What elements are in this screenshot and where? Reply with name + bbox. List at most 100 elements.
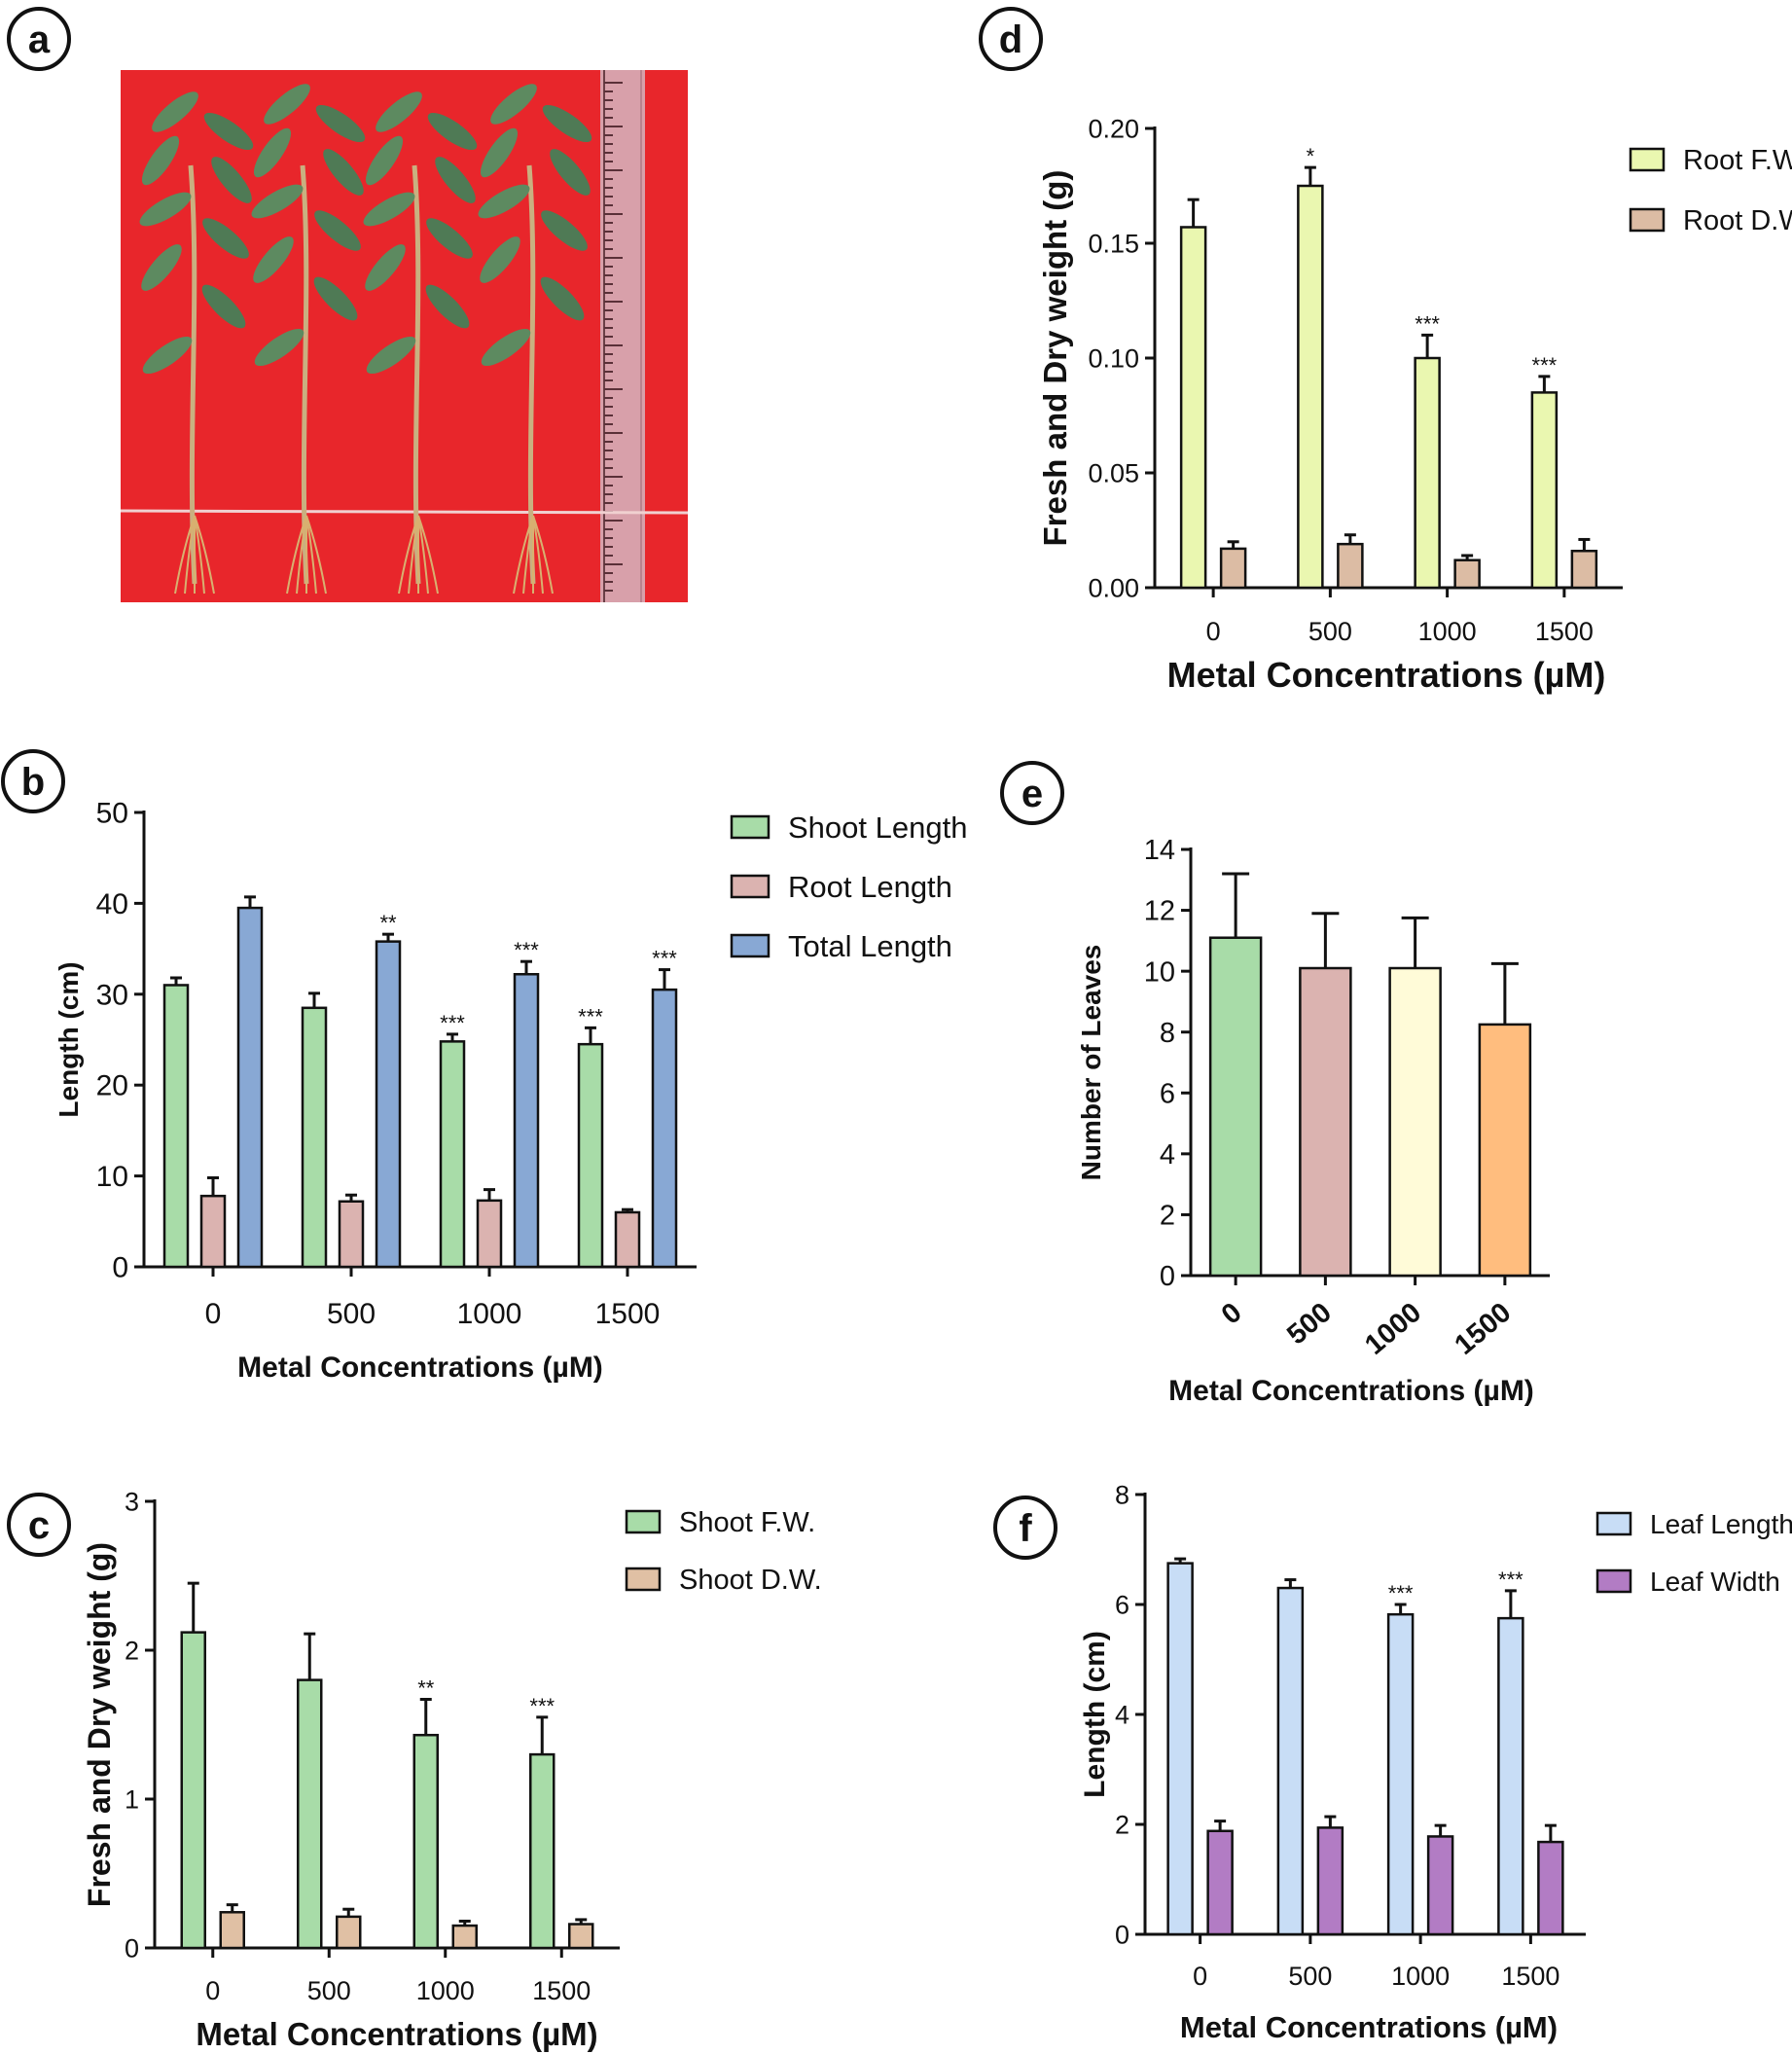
y-tick-label: 3 xyxy=(125,1487,139,1516)
significance-label: *** xyxy=(578,1004,603,1028)
plant-root xyxy=(194,515,215,595)
bar xyxy=(476,1199,503,1269)
plant-root xyxy=(522,515,534,595)
y-tick-label: 10 xyxy=(1144,956,1175,988)
plant-leaf xyxy=(478,184,530,219)
plant xyxy=(139,91,254,595)
chart-b: 0 10 20 30 40 50 Length (cm) Metal Concentratio… xyxy=(54,798,967,1385)
plant xyxy=(478,84,592,595)
panel-letter-f: f xyxy=(993,1495,1057,1560)
y-tick-label: 2 xyxy=(125,1636,139,1665)
y-tick-label: 0.15 xyxy=(1088,229,1139,258)
significance-label: *** xyxy=(1498,1568,1523,1592)
legend-swatch xyxy=(1629,207,1666,233)
x-tick-label: 1500 xyxy=(1449,1297,1517,1361)
x-tick-label: 0 xyxy=(205,1298,222,1330)
plant-root xyxy=(513,515,534,595)
y-tick-label: 50 xyxy=(96,798,128,830)
panel-letter-b: b xyxy=(1,749,65,813)
y-tick-label: 0.20 xyxy=(1088,114,1139,143)
plant-root xyxy=(174,515,196,595)
significance-label: *** xyxy=(440,1011,465,1035)
plant-leaf xyxy=(254,328,305,367)
plant-leaf xyxy=(211,157,252,203)
bar xyxy=(338,1200,365,1269)
svg-text:d: d xyxy=(999,18,1022,61)
svg-text:f: f xyxy=(1019,1507,1032,1550)
plant-root xyxy=(408,515,419,595)
plant-leaf xyxy=(264,84,310,125)
x-tick-label: 0 xyxy=(1206,617,1221,646)
significance-label: * xyxy=(1307,144,1315,168)
bar xyxy=(1530,391,1559,590)
plant-leaf xyxy=(365,244,406,291)
panel-letter-c: c xyxy=(7,1493,71,1557)
legend-swatch xyxy=(1595,1511,1632,1536)
y-tick-label: 0 xyxy=(112,1252,128,1284)
y-tick-label: 4 xyxy=(1160,1139,1175,1171)
legend-swatch xyxy=(730,933,771,958)
bar xyxy=(577,1042,604,1269)
plants xyxy=(139,84,592,595)
x-tick-label: 1000 xyxy=(1418,617,1477,646)
bar xyxy=(180,1631,206,1950)
significance-label: *** xyxy=(514,938,539,962)
plant-leaf xyxy=(365,135,404,186)
plant-leaf xyxy=(315,104,366,143)
significance-label: *** xyxy=(1415,311,1440,336)
bar xyxy=(529,1752,556,1950)
plant-leaf xyxy=(540,276,585,321)
x-tick-label: 0 xyxy=(1193,1962,1207,1991)
x-tick-label: 1000 xyxy=(1359,1297,1427,1361)
plant-leaf xyxy=(251,184,304,219)
plant-leaf xyxy=(253,127,292,178)
bar xyxy=(1478,1023,1532,1278)
y-tick-label: 0.00 xyxy=(1088,573,1139,602)
panel-letter-e: e xyxy=(1000,761,1064,825)
y-tick-label: 8 xyxy=(1115,1480,1129,1509)
legend-swatch xyxy=(730,874,771,899)
y-axis-title: Fresh and Dry weight (g) xyxy=(1037,170,1073,547)
x-tick-label: 500 xyxy=(1288,1962,1332,1991)
svg-text:e: e xyxy=(1021,773,1043,815)
bar xyxy=(1497,1616,1524,1936)
legend-swatch xyxy=(1595,1568,1632,1594)
y-tick-label: 2 xyxy=(1115,1810,1129,1839)
plant-root xyxy=(305,515,327,595)
panel-letter-d: d xyxy=(979,7,1043,71)
significance-label: *** xyxy=(1532,353,1558,378)
bar xyxy=(651,988,678,1269)
panel-a xyxy=(120,70,689,602)
bar xyxy=(297,1678,323,1950)
bar xyxy=(1219,547,1247,590)
legend-label: Shoot Length xyxy=(788,811,967,845)
bar xyxy=(568,1923,594,1950)
legend-label: Total Length xyxy=(788,929,952,963)
plant-leaf xyxy=(363,192,415,227)
y-tick-label: 6 xyxy=(1160,1078,1175,1109)
bar xyxy=(1179,226,1207,590)
bar xyxy=(199,1194,227,1269)
plant-leaf xyxy=(139,192,192,227)
chart-e: 0 2 4 6 8 10 12 14 Number of Leaves Metal Concent… xyxy=(1076,835,1550,1407)
y-tick-label: 1 xyxy=(125,1784,139,1814)
plant-leaf xyxy=(152,91,198,132)
y-tick-label: 0 xyxy=(1160,1261,1175,1292)
ruler-ticks xyxy=(604,82,623,592)
significance-label: ** xyxy=(379,911,397,935)
plant-leaf xyxy=(480,236,520,283)
bar xyxy=(412,1733,439,1950)
bar xyxy=(1208,936,1263,1278)
bar xyxy=(301,1006,328,1269)
y-axis-title: Length (cm) xyxy=(1079,1631,1111,1798)
significance-label: *** xyxy=(652,947,677,971)
y-tick-label: 4 xyxy=(1115,1700,1129,1729)
plant-leaf xyxy=(541,210,588,251)
y-tick-label: 0 xyxy=(125,1933,139,1963)
plant-root xyxy=(417,515,439,595)
bar xyxy=(614,1210,641,1269)
plant-root xyxy=(398,515,419,595)
significance-label: *** xyxy=(529,1694,555,1718)
